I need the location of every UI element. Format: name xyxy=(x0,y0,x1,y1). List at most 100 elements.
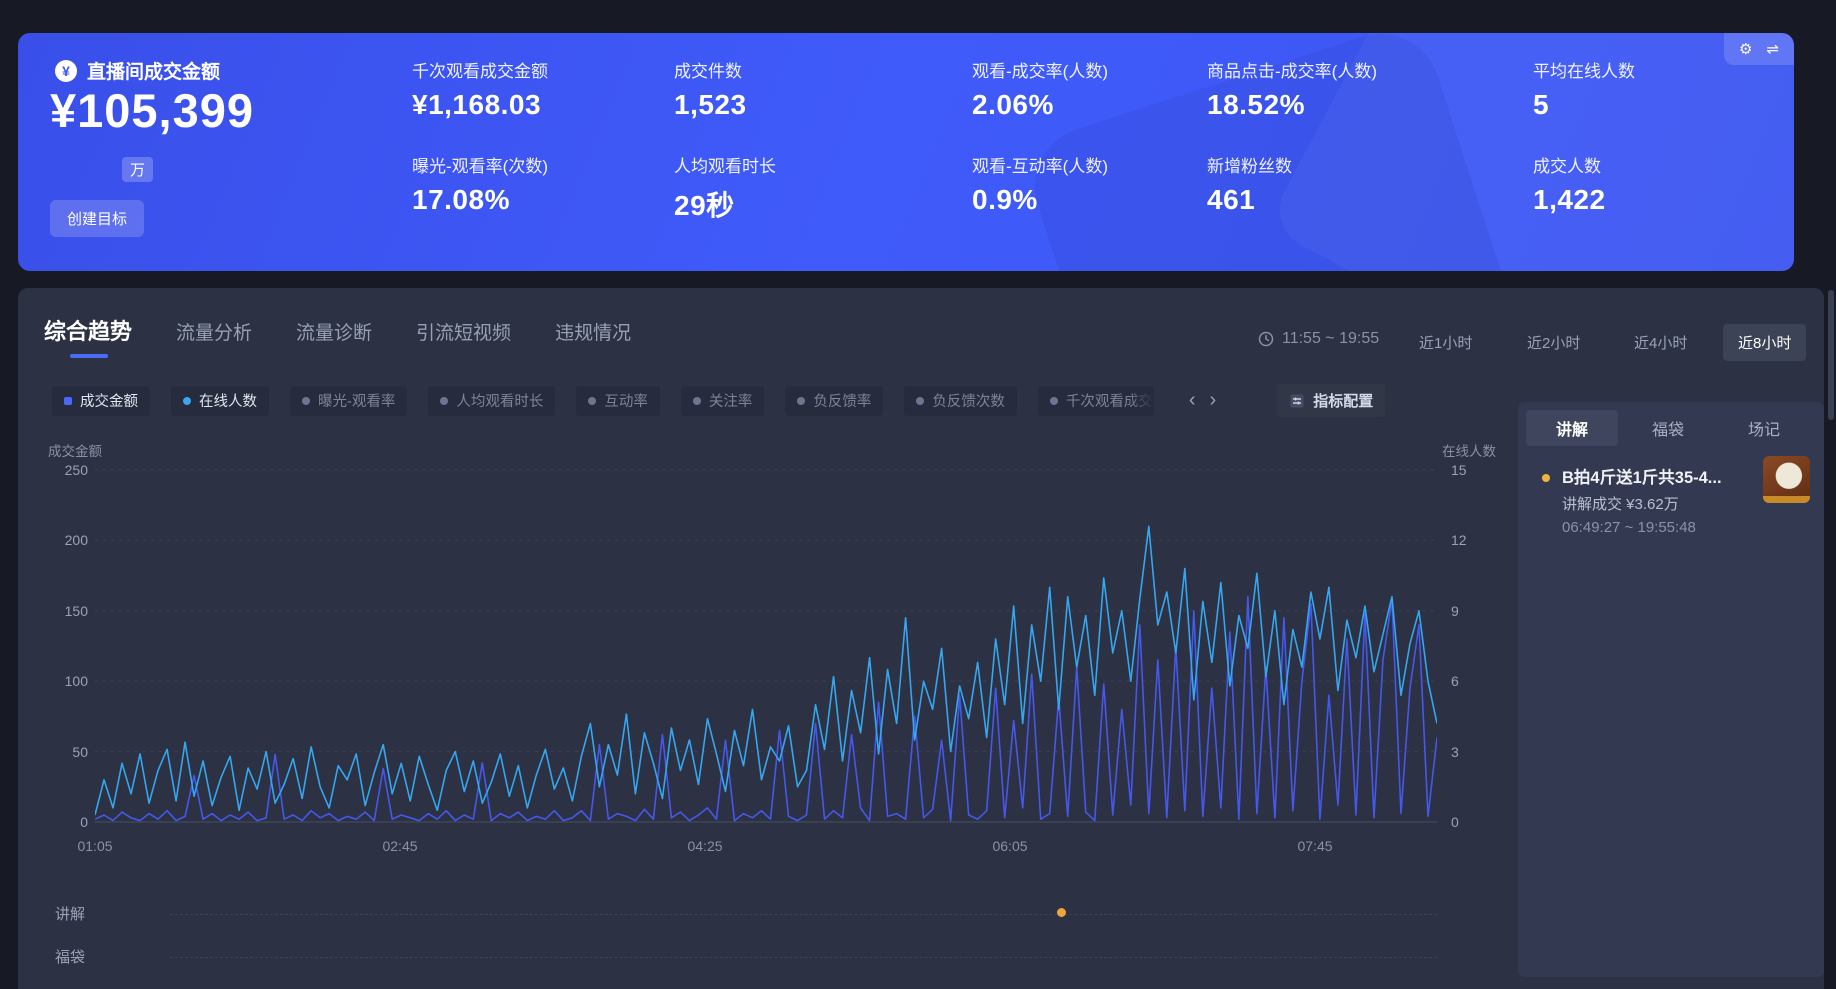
x-tick: 04:25 xyxy=(687,838,723,854)
metric-label: 观看-成交率(人数) xyxy=(972,62,1108,81)
tab-traffic-diagnosis[interactable]: 流量诊断 xyxy=(296,323,373,344)
y-left-tick: 150 xyxy=(64,603,88,619)
x-tick: 06:05 xyxy=(992,838,1028,854)
page-scrollbar[interactable] xyxy=(1828,290,1834,420)
metric-card: 成交件数 1,523 xyxy=(674,57,944,121)
series-marker-icon xyxy=(797,396,806,405)
trend-panel: 综合趋势 流量分析 流量诊断 引流短视频 违规情况 11:55 ~ 19:55 … xyxy=(18,288,1824,989)
chip-negative-feedback-count[interactable]: 负反馈次数 xyxy=(904,385,1017,416)
metric-card: 观看-成交率(人数) 2.06% xyxy=(972,57,1242,121)
clock-icon xyxy=(1258,331,1274,347)
metric-value: 461 xyxy=(1207,184,1256,215)
tab-violations[interactable]: 违规情况 xyxy=(555,323,632,344)
chip-negative-feedback-rate[interactable]: 负反馈率 xyxy=(785,385,884,416)
metric-label: 新增粉丝数 xyxy=(1207,157,1292,176)
metric-card: 平均在线人数 5 xyxy=(1533,57,1794,121)
gmv-series-marker-icon xyxy=(64,396,72,405)
series-marker-icon xyxy=(440,396,449,405)
tab-traffic-analysis[interactable]: 流量分析 xyxy=(176,323,253,344)
bullet-dot-icon xyxy=(1542,474,1550,482)
explain-event-dot[interactable] xyxy=(1057,908,1067,917)
left-axis-title: 成交金额 xyxy=(48,444,102,459)
y-left-tick: 100 xyxy=(64,673,88,689)
series-marker-icon xyxy=(692,396,701,405)
tab-overall-trend[interactable]: 综合趋势 xyxy=(44,314,132,358)
y-right-tick: 6 xyxy=(1451,673,1459,689)
x-tick: 02:45 xyxy=(382,838,418,854)
chip-exposure-view-rate[interactable]: 曝光-观看率 xyxy=(290,385,408,416)
marker-row-line xyxy=(170,957,1437,958)
y-left-tick: 50 xyxy=(72,744,88,760)
config-label: 指标配置 xyxy=(1313,393,1374,410)
x-tick: 01:05 xyxy=(77,838,113,854)
chip-online-users[interactable]: 在线人数 xyxy=(171,385,269,416)
time-range-text: 11:55 ~ 19:55 xyxy=(1282,330,1380,347)
metric-value: 1,422 xyxy=(1533,184,1606,215)
chip-follow-rate[interactable]: 关注率 xyxy=(680,385,765,416)
summary-banner: ¥ 直播间成交金额 ¥105,399 万 创建目标 千次观看成交金额 ¥1,16… xyxy=(18,33,1794,271)
metric-value: 17.08% xyxy=(412,184,510,215)
chip-gmv[interactable]: 成交金额 xyxy=(52,385,150,416)
y-left-tick: 250 xyxy=(64,462,88,478)
chip-avg-watch-time[interactable]: 人均观看时长 xyxy=(428,385,556,416)
metric-label: 商品点击-成交率(人数) xyxy=(1207,62,1377,81)
config-grid-icon xyxy=(1290,394,1304,407)
explain-item-title[interactable]: B拍4斤送1斤共35-4... xyxy=(1562,469,1722,487)
metric-label: 成交件数 xyxy=(674,62,742,81)
chip-label: 曝光-观看率 xyxy=(318,394,396,410)
metric-value: 1,523 xyxy=(674,89,747,120)
y-left-tick: 200 xyxy=(64,532,88,548)
current-time-range: 11:55 ~ 19:55 xyxy=(1258,330,1379,348)
metric-value: 29秒 xyxy=(674,190,735,221)
chevron-right-icon[interactable]: › xyxy=(1209,389,1217,411)
event-sidebar: 讲解 福袋 场记 B拍4斤送1斤共35-4... 讲解成交 ¥3.62万 06:… xyxy=(1518,402,1824,977)
metric-card: 曝光-观看率(次数) 17.08% xyxy=(412,152,682,216)
range-8h-button[interactable]: 近8小时 xyxy=(1723,324,1807,361)
indicator-config-button[interactable]: 指标配置 xyxy=(1277,384,1385,417)
trend-line-chart xyxy=(95,469,1437,823)
create-goal-button[interactable]: 创建目标 xyxy=(50,200,145,237)
metric-value: ¥1,168.03 xyxy=(412,89,542,120)
series-marker-icon xyxy=(916,396,925,405)
chevron-left-icon[interactable]: ‹ xyxy=(1188,389,1196,411)
product-thumbnail xyxy=(1763,456,1810,503)
marker-row-label-explain: 讲解 xyxy=(55,906,86,923)
metric-value: 0.9% xyxy=(972,184,1038,215)
sidebar-tab-explain[interactable]: 讲解 xyxy=(1526,410,1618,446)
marker-row-label-luckybag: 福袋 xyxy=(55,949,86,966)
metric-card: 商品点击-成交率(人数) 18.52% xyxy=(1207,57,1477,121)
y-right-tick: 15 xyxy=(1451,462,1467,478)
legend-chip-row: 成交金额 在线人数 曝光-观看率 人均观看时长 互动率 关注率 xyxy=(52,384,1502,417)
range-2h-button[interactable]: 近2小时 xyxy=(1527,335,1581,352)
chip-label: 关注率 xyxy=(708,394,753,410)
range-1h-button[interactable]: 近1小时 xyxy=(1419,335,1473,352)
chip-label: 互动率 xyxy=(604,394,648,410)
y-left-tick: 0 xyxy=(80,814,88,830)
sidebar-tab-luckybag[interactable]: 福袋 xyxy=(1651,422,1684,439)
chip-label: 负反馈次数 xyxy=(932,394,1005,410)
chip-label: 负反馈率 xyxy=(813,394,872,410)
metric-label: 曝光-观看率(次数) xyxy=(412,157,548,176)
metric-label: 成交人数 xyxy=(1533,157,1601,176)
y-right-tick: 0 xyxy=(1451,814,1459,830)
marker-row-line xyxy=(170,914,1437,915)
metric-card: 人均观看时长 29秒 xyxy=(674,152,944,224)
chip-pager: ‹ › xyxy=(1189,389,1216,412)
gmv-label: 直播间成交金额 xyxy=(87,62,221,83)
swap-icon[interactable]: ⇌ xyxy=(1766,41,1780,58)
metric-label: 观看-互动率(人数) xyxy=(972,157,1108,176)
gear-icon[interactable]: ⚙ xyxy=(1738,41,1753,58)
banner-corner-tools: ⚙ ⇌ xyxy=(1724,33,1794,65)
metric-card: 千次观看成交金额 ¥1,168.03 xyxy=(412,57,682,121)
metric-label: 人均观看时长 xyxy=(674,157,776,176)
right-axis-title: 在线人数 xyxy=(1442,444,1496,459)
gmv-unit-badge: 万 xyxy=(122,157,154,182)
range-4h-button[interactable]: 近4小时 xyxy=(1634,335,1688,352)
chip-interaction-rate[interactable]: 互动率 xyxy=(576,385,660,416)
sidebar-tab-scenelog[interactable]: 场记 xyxy=(1747,422,1780,439)
y-right-tick: 9 xyxy=(1451,603,1459,619)
series-marker-icon xyxy=(302,396,310,405)
chip-gmv-per-thousand-views[interactable]: 千次观看成交金额 xyxy=(1037,385,1154,416)
tab-short-video[interactable]: 引流短视频 xyxy=(416,323,512,344)
